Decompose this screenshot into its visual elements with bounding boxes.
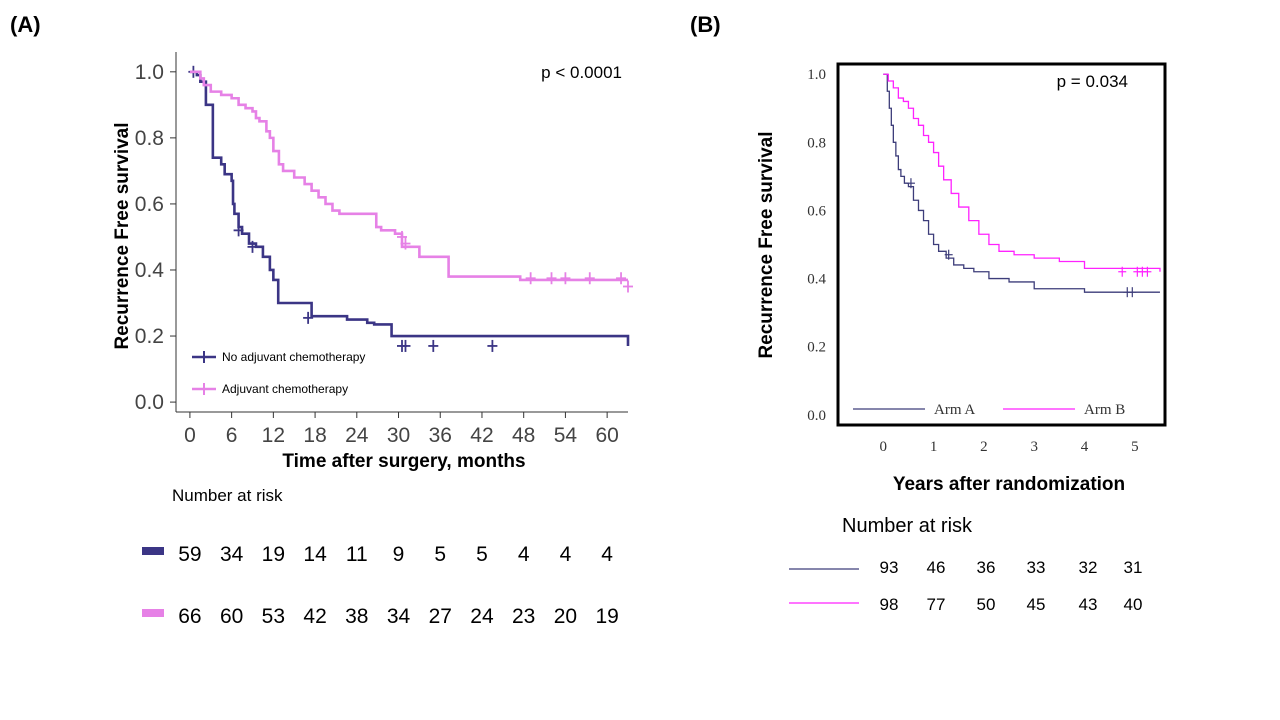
risk-value: 4 [560,543,572,566]
x-tick-label: 60 [595,424,618,447]
y-tick-label: 0.8 [807,135,826,151]
risk-value: 43 [1079,595,1098,614]
risk-row-no-adjuvant-swatch [142,547,164,555]
risk-value: 46 [927,558,946,577]
panel-a-y-axis-title: Recurrence Free survival [112,122,133,349]
risk-value: 45 [1027,595,1046,614]
risk-value: 19 [595,605,618,628]
y-tick-label: 0.6 [807,203,826,219]
x-tick-label: 30 [387,424,410,447]
y-tick-label: 0.0 [807,408,826,424]
panel-a-number-at-risk-title: Number at risk [172,486,283,505]
panel-b-plot-frame [836,62,1167,427]
panel-a-letter: (A) [10,12,41,37]
risk-value: 59 [178,543,201,566]
panel-b-y-ticks: 0.0 0.2 0.4 0.6 0.8 1.0 [807,67,826,424]
risk-value: 20 [554,605,577,628]
curve-adjuvant-chemotherapy [189,70,628,282]
y-tick-label: 0.8 [135,127,164,150]
risk-value: 36 [977,558,996,577]
y-tick-label: 0.4 [135,259,165,282]
panel-b-p-value: p = 0.034 [1057,72,1128,91]
x-tick-label: 0 [880,439,888,455]
panel-a-risk-table: 59 34 19 14 11 9 5 5 4 4 4 66 60 53 42 38 34 27 24 23 20 19 [178,543,619,628]
x-tick-label: 42 [470,424,493,447]
risk-value: 19 [262,543,285,566]
risk-value: 5 [476,543,488,566]
risk-value: 4 [601,543,613,566]
panel-a: (A) 0.0 0.2 0.4 0.6 0.8 1.0 0 6 12 18 24 30 36 42 48 5… [10,12,633,628]
risk-value: 77 [927,595,946,614]
curve-arm-a [883,73,1160,293]
y-tick-label: 0.2 [135,325,164,348]
x-tick-label: 1 [930,439,938,455]
x-tick-label: 2 [980,439,988,455]
y-tick-label: 0.2 [807,340,826,356]
panel-a-x-axis-title: Time after surgery, months [282,451,525,472]
x-tick-label: 54 [554,424,578,447]
y-tick-label: 0.6 [135,193,164,216]
panel-a-x-ticks: 0 6 12 18 24 30 36 42 48 54 60 [184,412,619,447]
y-tick-label: 0.0 [135,391,164,414]
x-tick-label: 4 [1081,439,1089,455]
x-tick-label: 0 [184,424,196,447]
risk-value: 24 [470,605,494,628]
panel-a-legend: No adjuvant chemotherapy Adjuvant chemot… [192,350,365,396]
legend-adjuvant-swatch [192,383,216,395]
x-tick-label: 3 [1030,439,1038,455]
risk-value: 11 [346,543,368,566]
risk-value: 31 [1124,558,1143,577]
legend-arm-a-label: Arm A [934,402,975,418]
risk-value: 34 [220,543,244,566]
x-tick-label: 5 [1131,439,1139,455]
risk-value: 66 [178,605,201,628]
risk-value: 4 [518,543,530,566]
x-tick-label: 48 [512,424,535,447]
risk-value: 27 [429,605,452,628]
risk-value: 53 [262,605,285,628]
legend-no-adjuvant-swatch [192,351,216,363]
risk-value: 5 [434,543,446,566]
risk-value: 93 [880,558,899,577]
x-tick-label: 24 [345,424,369,447]
legend-arm-b-label: Arm B [1084,402,1125,418]
panel-b-x-ticks: 0 1 2 3 4 5 [880,439,1139,455]
legend-adjuvant-label: Adjuvant chemotherapy [222,382,348,396]
y-tick-label: 1.0 [135,61,164,84]
risk-value: 38 [345,605,368,628]
risk-value: 50 [977,595,996,614]
panel-b-letter: (B) [690,12,721,37]
risk-value: 42 [303,605,326,628]
panel-b-y-axis-title: Recurrence Free survival [756,131,777,358]
x-tick-label: 18 [303,424,326,447]
risk-value: 34 [387,605,411,628]
risk-value: 33 [1027,558,1046,577]
risk-value: 14 [303,543,327,566]
risk-value: 40 [1124,595,1143,614]
curve-no-adjuvant-chemotherapy [189,70,630,346]
risk-value: 9 [393,543,405,566]
y-tick-label: 0.4 [807,272,826,288]
risk-row-adjuvant-swatch [142,609,164,617]
risk-value: 32 [1079,558,1098,577]
y-tick-label: 1.0 [807,67,826,83]
panel-a-p-value: p < 0.0001 [541,63,622,82]
risk-value: 23 [512,605,535,628]
x-tick-label: 36 [429,424,452,447]
panel-b-legend: Arm A Arm B [853,402,1125,418]
x-tick-label: 6 [226,424,238,447]
risk-value: 98 [880,595,899,614]
panel-b-risk-table: 93 46 36 33 32 31 98 77 50 45 43 40 [880,558,1143,614]
panel-a-y-ticks: 0.0 0.2 0.4 0.6 0.8 1.0 [135,61,176,414]
panel-b-curves [883,73,1161,298]
risk-value: 60 [220,605,243,628]
panel-a-curves [188,65,633,352]
panel-b-x-axis-title: Years after randomization [893,474,1125,495]
panel-b-number-at-risk-title: Number at risk [842,515,973,537]
legend-no-adjuvant-label: No adjuvant chemotherapy [222,350,365,364]
curve-arm-b [883,73,1161,272]
x-tick-label: 12 [262,424,285,447]
